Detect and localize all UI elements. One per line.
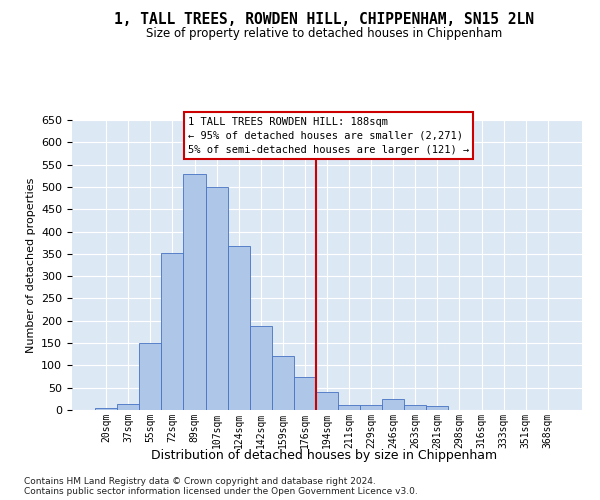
Bar: [206, 187, 227, 410]
Text: Contains public sector information licensed under the Open Government Licence v3: Contains public sector information licen…: [24, 488, 418, 496]
Bar: [382, 399, 404, 410]
Bar: [161, 252, 184, 410]
Bar: [404, 404, 427, 410]
Bar: [184, 174, 206, 410]
Bar: [294, 376, 316, 410]
Text: 1 TALL TREES ROWDEN HILL: 188sqm
← 95% of detached houses are smaller (2,271)
5%: 1 TALL TREES ROWDEN HILL: 188sqm ← 95% o…: [188, 116, 469, 154]
Bar: [117, 404, 139, 410]
Text: Distribution of detached houses by size in Chippenham: Distribution of detached houses by size …: [151, 448, 497, 462]
Text: Contains HM Land Registry data © Crown copyright and database right 2024.: Contains HM Land Registry data © Crown c…: [24, 478, 376, 486]
Bar: [338, 404, 360, 410]
Bar: [227, 246, 250, 410]
Text: Size of property relative to detached houses in Chippenham: Size of property relative to detached ho…: [146, 28, 502, 40]
Bar: [95, 408, 117, 410]
Bar: [360, 404, 382, 410]
Bar: [250, 326, 272, 410]
Bar: [272, 356, 294, 410]
Bar: [139, 343, 161, 410]
Y-axis label: Number of detached properties: Number of detached properties: [26, 178, 35, 352]
Text: 1, TALL TREES, ROWDEN HILL, CHIPPENHAM, SN15 2LN: 1, TALL TREES, ROWDEN HILL, CHIPPENHAM, …: [114, 12, 534, 28]
Bar: [316, 392, 338, 410]
Bar: [427, 406, 448, 410]
